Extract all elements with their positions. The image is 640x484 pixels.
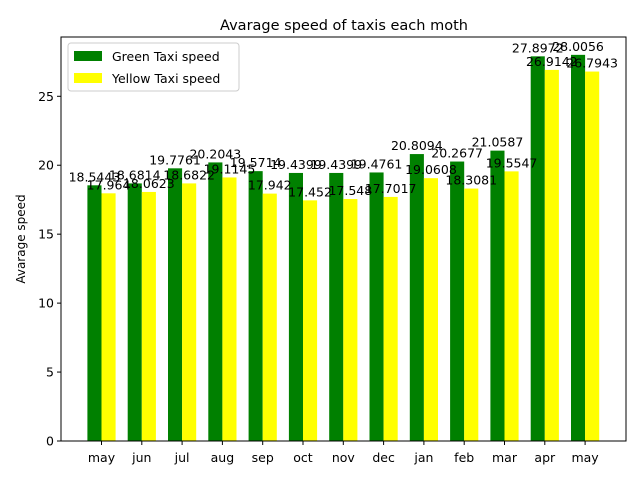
data-label-yellow-3: 19.1145 <box>204 161 256 176</box>
bar-yellow-0 <box>101 193 116 441</box>
data-labels-layer: 18.544318.681419.776120.204319.571419.43… <box>69 39 618 200</box>
y-tick-label-5: 25 <box>38 89 54 104</box>
data-label-yellow-2: 18.6822 <box>163 167 215 182</box>
legend-label-green: Green Taxi speed <box>112 49 220 64</box>
bar-yellow-5 <box>303 200 318 441</box>
bar-green-0 <box>87 185 102 441</box>
data-label-yellow-4: 17.942 <box>248 178 292 193</box>
bar-green-4 <box>248 171 263 441</box>
bar-yellow-11 <box>544 69 559 442</box>
bars-layer <box>87 54 600 442</box>
bar-yellow-12 <box>585 71 600 442</box>
x-tick-label-6: nov <box>332 450 356 465</box>
data-label-green-0: 18.5443 <box>69 169 121 184</box>
bar-green-2 <box>168 168 183 441</box>
bar-yellow-4 <box>262 193 277 441</box>
data-label-yellow-11: 26.9142 <box>526 54 578 69</box>
data-label-yellow-9: 18.3081 <box>445 173 497 188</box>
data-label-green-2: 19.7761 <box>149 152 201 167</box>
data-label-yellow-8: 19.0608 <box>405 162 457 177</box>
x-tick-label-10: mar <box>492 450 518 465</box>
bar-yellow-1 <box>141 191 156 441</box>
bar-green-8 <box>409 154 424 441</box>
data-label-yellow-0: 17.964 <box>87 177 131 192</box>
bar-yellow-10 <box>504 171 519 441</box>
y-tick-label-4: 20 <box>38 158 54 173</box>
x-tick-label-11: apr <box>534 450 556 465</box>
bar-yellow-3 <box>222 177 237 441</box>
x-tick-label-2: jul <box>174 450 190 465</box>
data-label-yellow-12: 26.7943 <box>566 56 618 71</box>
bar-green-7 <box>369 172 384 441</box>
y-tick-label-0: 0 <box>46 434 54 449</box>
y-axis-label: Avarage speed <box>14 194 28 283</box>
y-tick-label-1: 5 <box>46 365 54 380</box>
data-label-green-8: 20.8094 <box>391 138 443 153</box>
chart-title: Avarage speed of taxis each moth <box>220 18 468 34</box>
y-tick-label-3: 15 <box>38 227 54 242</box>
y-tick-label-2: 10 <box>38 296 54 311</box>
x-tick-label-4: sep <box>252 450 274 465</box>
data-label-yellow-5: 17.452 <box>288 184 332 199</box>
bar-green-5 <box>288 172 303 441</box>
data-label-green-10: 21.0587 <box>472 135 524 150</box>
x-tick-label-7: dec <box>372 450 395 465</box>
bar-green-9 <box>450 161 465 442</box>
data-label-green-11: 27.8972 <box>512 40 564 55</box>
x-tick-label-3: aug <box>211 450 235 465</box>
data-label-green-4: 19.5714 <box>230 155 282 170</box>
data-label-green-6: 19.4399 <box>310 157 362 172</box>
legend-swatch-green <box>74 51 102 61</box>
legend: Green Taxi speed Yellow Taxi speed <box>67 42 240 92</box>
bar-green-11 <box>530 56 545 442</box>
data-label-green-9: 20.2677 <box>431 146 483 161</box>
legend-label-yellow: Yellow Taxi speed <box>111 71 220 86</box>
bar-yellow-7 <box>383 196 398 441</box>
bar-yellow-9 <box>464 188 479 441</box>
x-tick-label-1: jun <box>131 450 151 465</box>
x-tick-label-12: may <box>571 450 599 465</box>
bar-green-12 <box>571 54 586 441</box>
x-tick-label-9: feb <box>454 450 474 465</box>
bar-green-1 <box>127 183 142 441</box>
data-label-green-5: 19.4399 <box>270 157 322 172</box>
data-label-yellow-7: 17.7017 <box>365 181 417 196</box>
data-label-green-3: 20.2043 <box>189 146 241 161</box>
x-tick-label-5: oct <box>293 450 313 465</box>
data-label-green-7: 19.4761 <box>351 156 403 171</box>
bar-green-10 <box>490 150 505 441</box>
legend-swatch-yellow <box>74 73 102 83</box>
x-tick-label-8: jan <box>413 450 433 465</box>
data-label-yellow-1: 18.0623 <box>123 176 175 191</box>
bar-green-3 <box>208 162 223 442</box>
bar-green-6 <box>329 172 344 441</box>
data-label-yellow-6: 17.548 <box>328 183 372 198</box>
data-label-yellow-10: 19.5547 <box>486 155 538 170</box>
legend-box <box>67 42 240 92</box>
bar-yellow-2 <box>182 183 197 441</box>
x-tick-label-0: may <box>88 450 116 465</box>
data-label-green-12: 28.0056 <box>552 39 604 54</box>
data-label-green-1: 18.6814 <box>109 167 161 182</box>
bar-yellow-8 <box>423 178 438 441</box>
bar-yellow-6 <box>343 199 358 441</box>
